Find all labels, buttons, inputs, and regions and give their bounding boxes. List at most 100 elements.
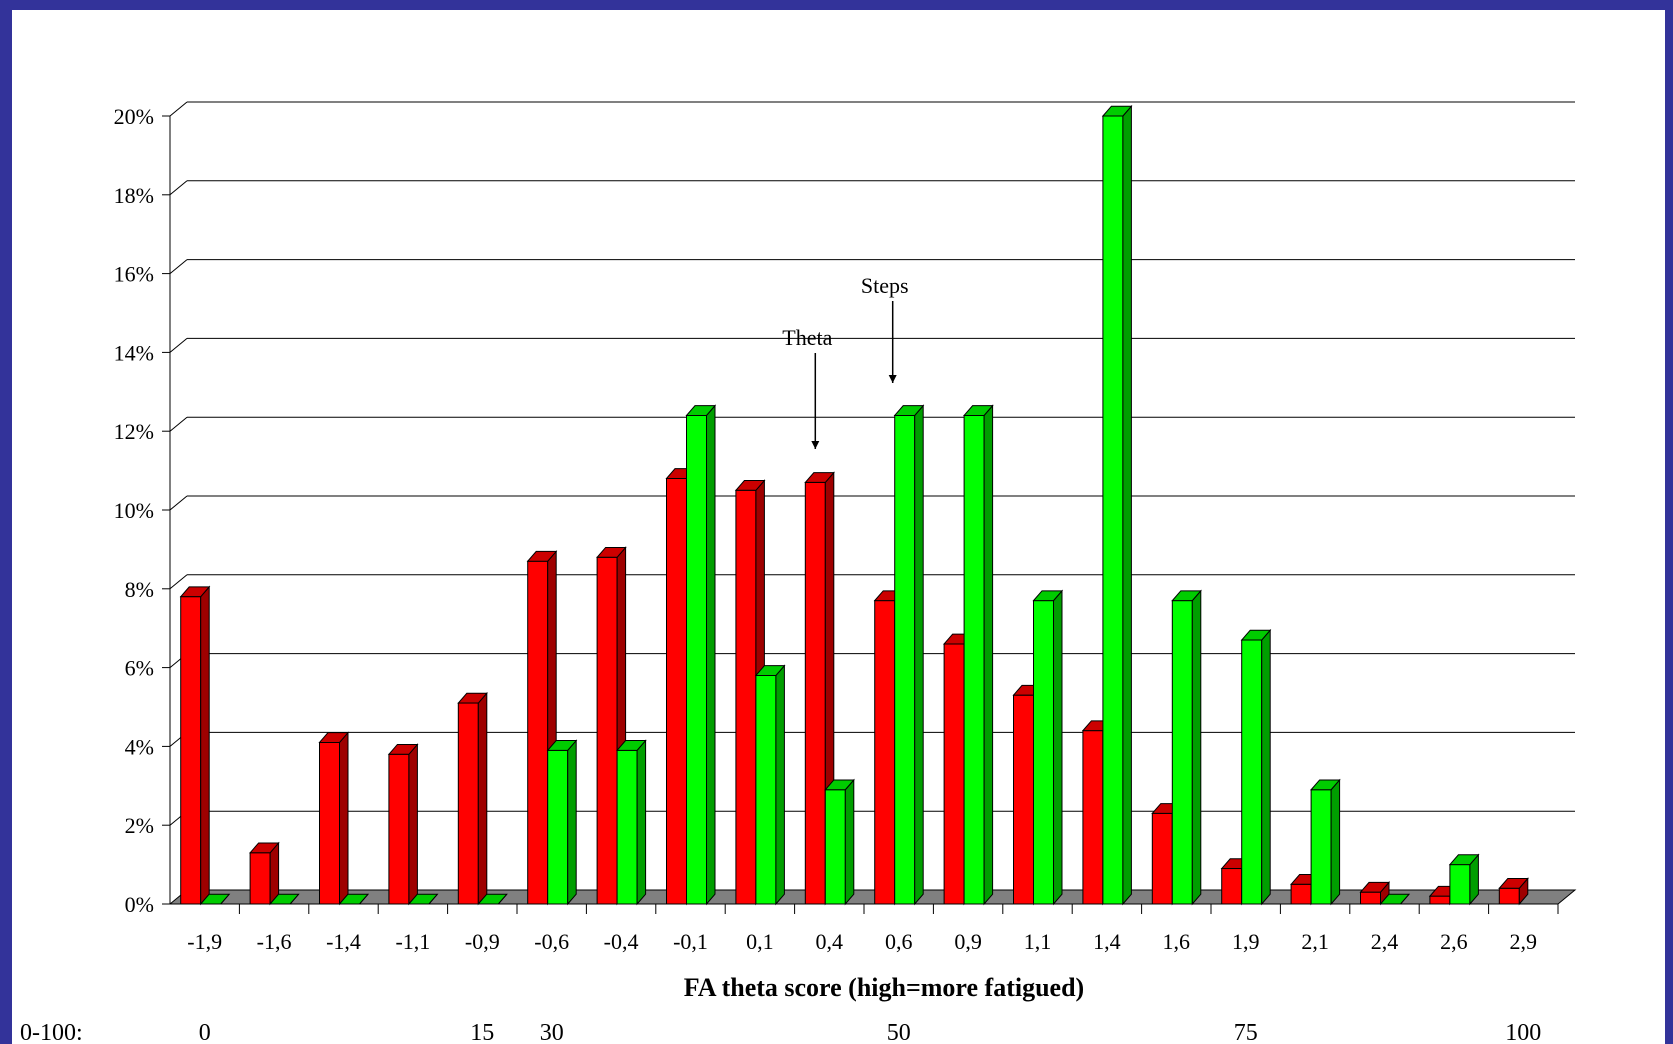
bar-series2 — [685, 404, 717, 906]
bar-series1-front — [1082, 730, 1104, 905]
bar-series1 — [387, 743, 419, 906]
x-tick-label: 1,1 — [1024, 929, 1052, 954]
bar-series1-front — [874, 600, 896, 905]
annotation-arrowhead — [811, 441, 820, 449]
y-tick-label: 10% — [114, 498, 154, 523]
bar-series1-front — [1360, 891, 1381, 905]
bar-series1-top — [179, 586, 211, 598]
bar-series2 — [754, 664, 786, 906]
bar-series1-top — [596, 546, 627, 558]
bar-series1-front — [1429, 895, 1451, 905]
bar-series1-side — [200, 585, 210, 906]
frame-right-border — [1665, 0, 1673, 1044]
bar-series2-top — [1379, 893, 1411, 905]
bar-series2 — [407, 893, 439, 905]
bar-series1-side — [477, 691, 488, 906]
y-tick-label: 4% — [125, 734, 154, 759]
bar-series1-top — [318, 732, 350, 743]
bar-series2 — [1240, 628, 1272, 906]
bar-series1 — [1498, 877, 1529, 906]
y-tick-label: 2% — [125, 813, 154, 838]
bar-series2-side — [1191, 589, 1202, 906]
bar-series2-top — [685, 405, 717, 416]
x-tick-label: -0,6 — [534, 929, 569, 954]
bar-series2 — [338, 893, 370, 905]
bar-series2-top — [199, 893, 231, 905]
bar-series2-front — [894, 414, 916, 905]
y-tick-label: 0% — [125, 892, 154, 917]
frame-left-border — [0, 0, 12, 1044]
gridline-diagonal — [169, 574, 188, 590]
scale-row-label: 0 — [199, 1020, 211, 1044]
scale-row-prefix: 0-100: — [20, 1020, 83, 1044]
x-tick-label: -0,4 — [604, 929, 639, 954]
x-tick-label: 1,9 — [1232, 929, 1260, 954]
bar-series1-front — [1013, 694, 1034, 905]
scale-row-label: 75 — [1234, 1020, 1258, 1044]
x-tick-label: 1,4 — [1093, 929, 1121, 954]
bar-series1 — [1359, 881, 1391, 906]
bar-series1-front — [943, 643, 965, 905]
bar-series2-front — [686, 414, 707, 905]
bar-series1-top — [804, 472, 835, 483]
scale-row-label: 50 — [887, 1020, 911, 1044]
bar-series2 — [963, 404, 994, 906]
bar-series2 — [1379, 893, 1411, 905]
bar-series2 — [1171, 589, 1202, 906]
y-tick-label: 16% — [114, 262, 154, 287]
bar-series2-top — [477, 893, 508, 905]
x-tick-label: -0,9 — [465, 929, 500, 954]
bar-series2-top — [1448, 854, 1480, 866]
frame-top-border — [0, 0, 1673, 10]
bar-series2-top — [1240, 629, 1272, 641]
x-tick-label: 2,9 — [1510, 929, 1538, 954]
bar-series2 — [824, 778, 855, 906]
bar-series1-front — [319, 741, 340, 905]
bar-series2 — [1101, 104, 1133, 906]
bar-series2-front — [1449, 864, 1471, 905]
gridline-diagonal — [169, 101, 188, 117]
bar-series2-side — [775, 664, 785, 906]
bar-series2-side — [914, 404, 924, 906]
bar-series2-top — [616, 740, 647, 751]
bar-series2-side — [1122, 104, 1132, 906]
gridline-diagonal — [169, 259, 188, 274]
bar-series1-side — [339, 731, 349, 906]
y-tick-label: 14% — [114, 340, 154, 365]
y-tick-label: 8% — [125, 577, 154, 602]
bar-series1-front — [735, 489, 757, 905]
bar-series2 — [616, 739, 647, 906]
x-tick-label: 0,9 — [954, 929, 982, 954]
scale-row-label: 15 — [470, 1020, 494, 1044]
bar-series1-top — [526, 550, 558, 562]
bar-series2-top — [1032, 590, 1064, 602]
bar-series1-front — [180, 596, 202, 905]
bar-series2-top — [1310, 779, 1341, 791]
annotation-label: Theta — [782, 325, 832, 350]
bar-series2-side — [1053, 589, 1063, 906]
gridline-diagonal — [169, 495, 188, 511]
bar-series2-top — [1171, 590, 1202, 602]
bar-series1 — [318, 731, 350, 906]
bar-series2-front — [547, 749, 569, 905]
x-tick-label: -1,4 — [326, 929, 361, 954]
bar-series1-top — [1359, 881, 1391, 893]
bar-series2 — [893, 404, 925, 906]
y-tick-label: 18% — [114, 183, 154, 208]
bar-series1-side — [408, 743, 418, 906]
bar-series2-side — [706, 404, 716, 906]
bar-series1-front — [1290, 883, 1312, 905]
bar-series2-top — [338, 893, 370, 905]
bar-series2-side — [567, 739, 577, 906]
gridline-diagonal — [169, 416, 188, 432]
bar-series1 — [179, 585, 211, 906]
bar-series1-front — [666, 477, 687, 905]
y-tick-label: 12% — [114, 419, 154, 444]
bar-series1-top — [249, 842, 280, 854]
bar-series2 — [269, 893, 300, 905]
bar-series2-top — [754, 665, 786, 676]
bar-series2-front — [616, 749, 638, 905]
x-tick-label: 2,4 — [1371, 929, 1399, 954]
